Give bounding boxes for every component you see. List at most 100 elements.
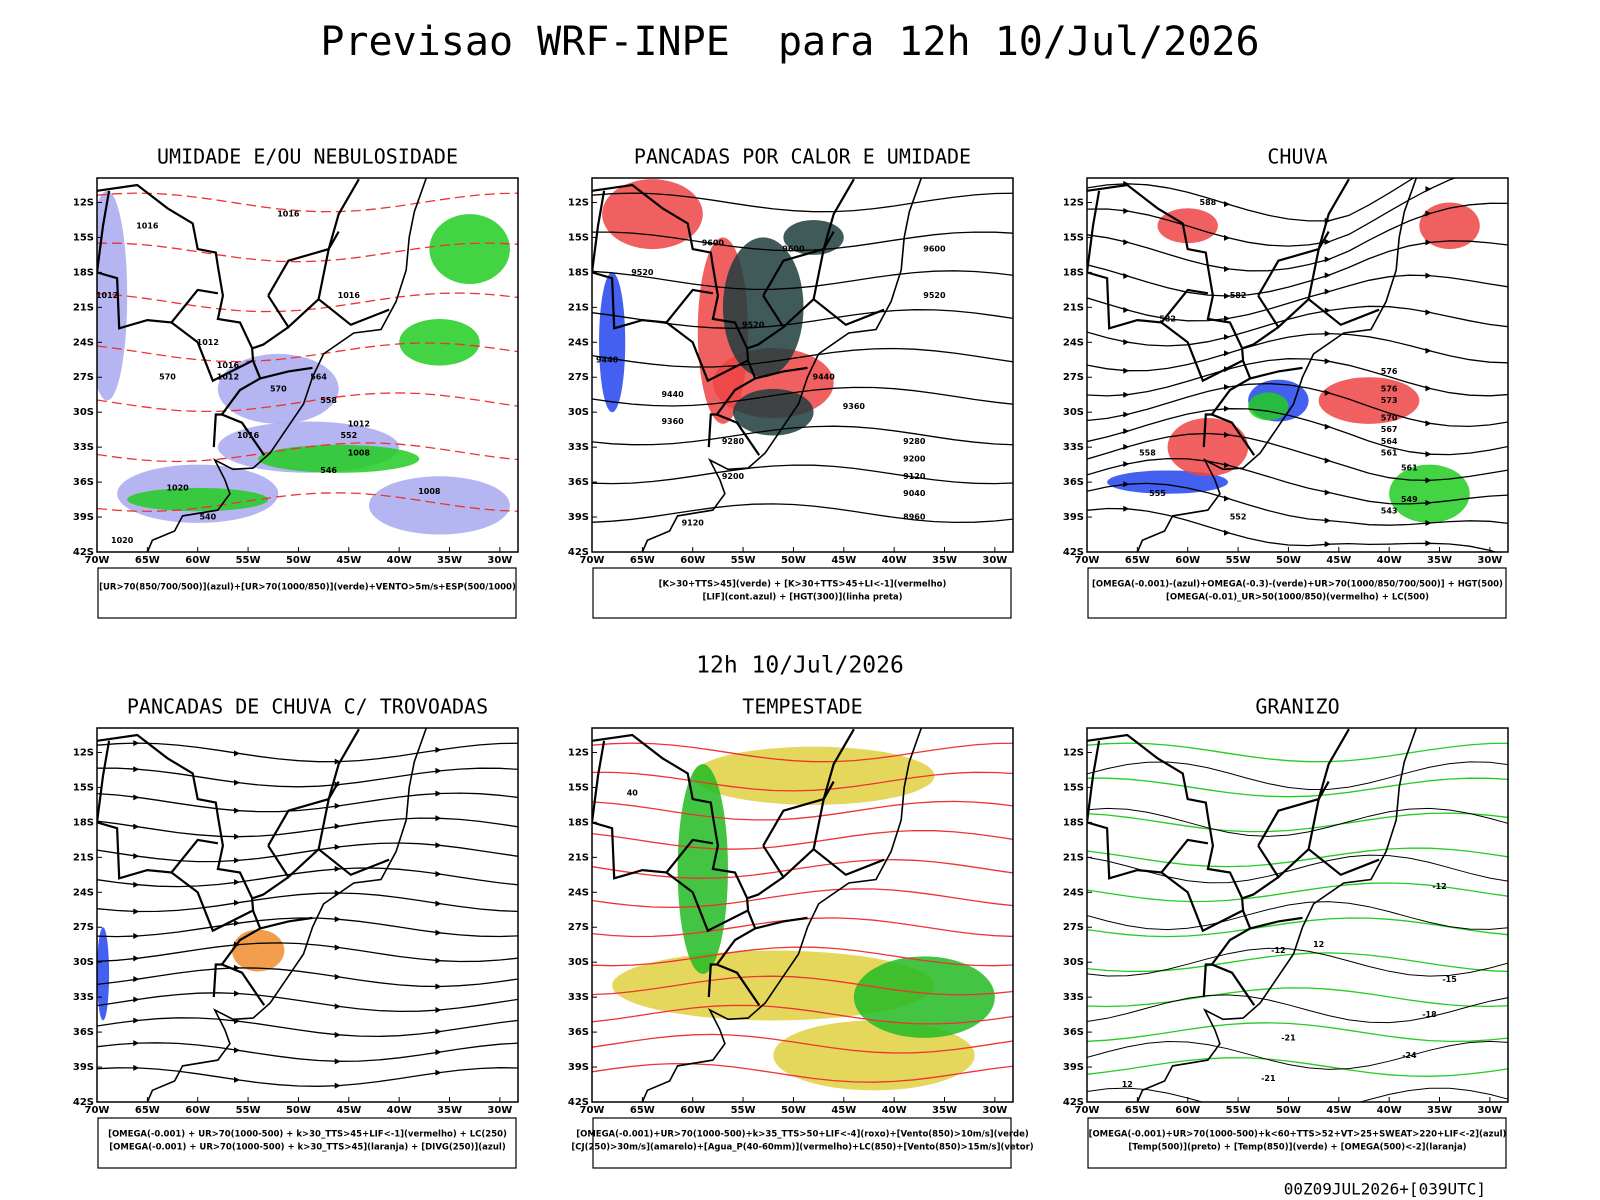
contour-line xyxy=(97,992,518,1013)
panel-title: UMIDADE E/OU NEBULOSIDADE xyxy=(157,145,458,169)
lat-label: 33S xyxy=(73,442,94,453)
panel-title: PANCADAS DE CHUVA C/ TROVOADAS xyxy=(127,695,488,719)
contour-line xyxy=(592,888,1013,909)
border xyxy=(592,740,606,823)
field-area xyxy=(1318,377,1420,424)
lon-label: 45W xyxy=(336,1105,361,1116)
flow-arrow xyxy=(1324,358,1331,365)
lat-label: 30S xyxy=(1063,407,1084,418)
flow-arrow xyxy=(1425,451,1432,458)
lat-label: 39S xyxy=(73,512,94,523)
lat-label: 30S xyxy=(568,957,589,968)
lat-label: 24S xyxy=(568,887,589,898)
lon-label: 65W xyxy=(1125,555,1150,566)
flow-arrow xyxy=(1324,517,1331,524)
map-panel: 1016 1016 1012 1016 1016 1012 1012 1016 1012 1008… xyxy=(73,145,519,619)
flow-arrow xyxy=(234,750,241,757)
border xyxy=(812,231,835,300)
border xyxy=(1160,321,1243,383)
lat-label: 18S xyxy=(73,817,94,828)
flow-arrow xyxy=(1224,234,1231,241)
contour-line xyxy=(97,767,518,788)
coastline xyxy=(641,178,923,552)
temp-contour xyxy=(1087,761,1508,791)
border xyxy=(1087,740,1101,823)
lon-label: 50W xyxy=(286,1105,311,1116)
field-area xyxy=(692,746,935,805)
contour-label: -21 xyxy=(1281,1033,1296,1042)
lon-label: 50W xyxy=(1276,555,1301,566)
panel-title: PANCADAS POR CALOR E UMIDADE xyxy=(634,145,971,169)
contour-label: 9280 xyxy=(722,437,745,446)
contour-label: 9600 xyxy=(702,239,725,248)
field-area xyxy=(722,237,804,378)
legend-text: [OMEGA(-0.001)-(azul)+OMEGA(-0.3)-(verde… xyxy=(1092,580,1503,590)
flow-arrow xyxy=(334,1082,341,1089)
lat-label: 33S xyxy=(1063,992,1084,1003)
temp-contour xyxy=(1087,947,1508,977)
contour-line xyxy=(97,967,518,988)
contour-line xyxy=(1087,1022,1508,1043)
lat-label: 36S xyxy=(1063,477,1084,488)
contour-line xyxy=(592,800,1013,821)
border xyxy=(97,190,111,273)
lon-label: 30W xyxy=(487,555,512,566)
border xyxy=(1249,366,1303,380)
flow-arrow xyxy=(133,955,140,962)
border xyxy=(592,821,714,880)
lat-label: 30S xyxy=(568,407,589,418)
flow-arrow xyxy=(1324,330,1331,337)
field-area xyxy=(127,487,269,512)
lat-label: 21S xyxy=(568,852,589,863)
contour-line xyxy=(592,270,1013,291)
lon-label: 65W xyxy=(135,1105,160,1116)
lon-label: 35W xyxy=(1427,1105,1452,1116)
temp-contour xyxy=(1087,1087,1508,1102)
lat-label: 42S xyxy=(73,1097,94,1108)
flow-arrow xyxy=(1425,385,1432,392)
flow-arrow xyxy=(133,766,140,773)
flow-arrow xyxy=(1224,529,1231,536)
flow-arrow xyxy=(133,932,140,939)
lon-label: 30W xyxy=(1477,1105,1502,1116)
contour-label: 567 xyxy=(1381,425,1398,434)
flow-arrow xyxy=(234,833,241,840)
lon-label: 45W xyxy=(1326,555,1351,566)
contour-line xyxy=(1087,917,1508,938)
contour-line xyxy=(1087,274,1508,322)
border xyxy=(267,728,360,847)
lat-label: 18S xyxy=(73,267,94,278)
border xyxy=(747,876,785,900)
legend-box xyxy=(592,567,1012,619)
flow-arrow xyxy=(1425,540,1432,547)
contour-line xyxy=(592,464,1013,485)
lat-label: 33S xyxy=(568,992,589,1003)
contour-line xyxy=(592,859,1013,879)
lon-label: 60W xyxy=(1175,1105,1200,1116)
lat-label: 21S xyxy=(568,302,589,313)
flow-arrow xyxy=(1224,201,1231,208)
contour-line xyxy=(97,1017,518,1038)
field-area xyxy=(429,214,510,285)
border xyxy=(1307,781,1330,850)
contour-label: 9200 xyxy=(722,472,745,481)
border xyxy=(1242,326,1280,350)
legend-box xyxy=(592,1117,1012,1169)
lat-label: 24S xyxy=(1063,887,1084,898)
flow-arrow xyxy=(133,794,140,801)
flow-arrow xyxy=(1224,384,1231,391)
border xyxy=(1087,271,1209,330)
contour-label: 12 xyxy=(1122,1080,1133,1089)
contour-label: 573 xyxy=(1381,396,1398,405)
border xyxy=(97,821,219,880)
border xyxy=(592,190,606,273)
lon-label: 45W xyxy=(1326,1105,1351,1116)
coastline xyxy=(1136,728,1418,1102)
coastline xyxy=(146,178,428,552)
contour-label: 552 xyxy=(340,431,357,440)
flow-arrow xyxy=(1224,315,1231,322)
contour-line xyxy=(1087,1057,1508,1077)
lat-label: 12S xyxy=(1063,747,1084,758)
contour-line xyxy=(592,503,1013,524)
